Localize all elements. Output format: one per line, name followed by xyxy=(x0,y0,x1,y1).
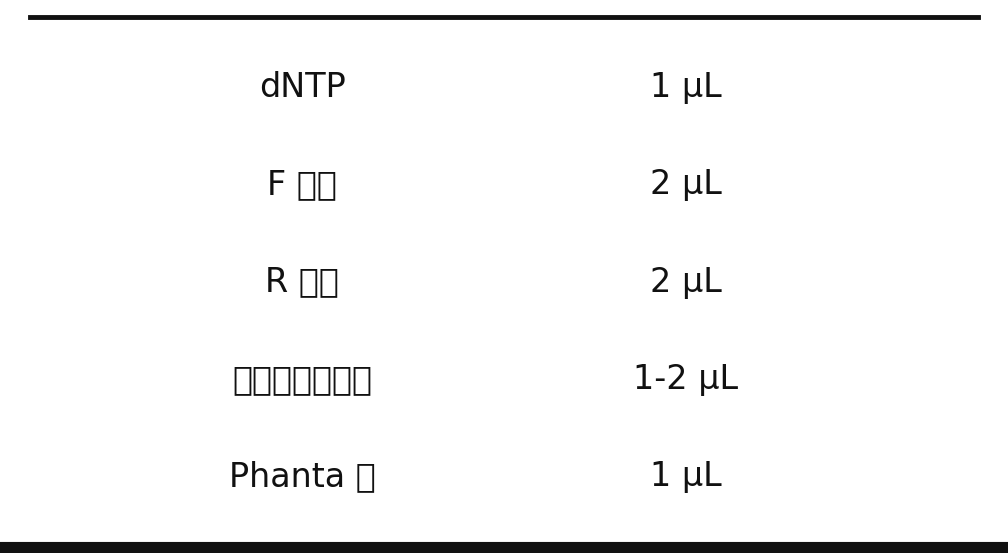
Text: dNTP: dNTP xyxy=(259,71,346,104)
Text: 1 μL: 1 μL xyxy=(649,71,722,104)
Text: 2 μL: 2 μL xyxy=(649,168,722,201)
Text: 1-2 μL: 1-2 μL xyxy=(633,363,738,396)
Text: 模版（基因组）: 模版（基因组） xyxy=(233,363,372,396)
Text: Phanta 酶: Phanta 酶 xyxy=(229,460,376,493)
Text: R 引物: R 引物 xyxy=(265,265,340,299)
Text: 1 μL: 1 μL xyxy=(649,460,722,493)
Text: 2 μL: 2 μL xyxy=(649,265,722,299)
Text: F 引物: F 引物 xyxy=(267,168,338,201)
